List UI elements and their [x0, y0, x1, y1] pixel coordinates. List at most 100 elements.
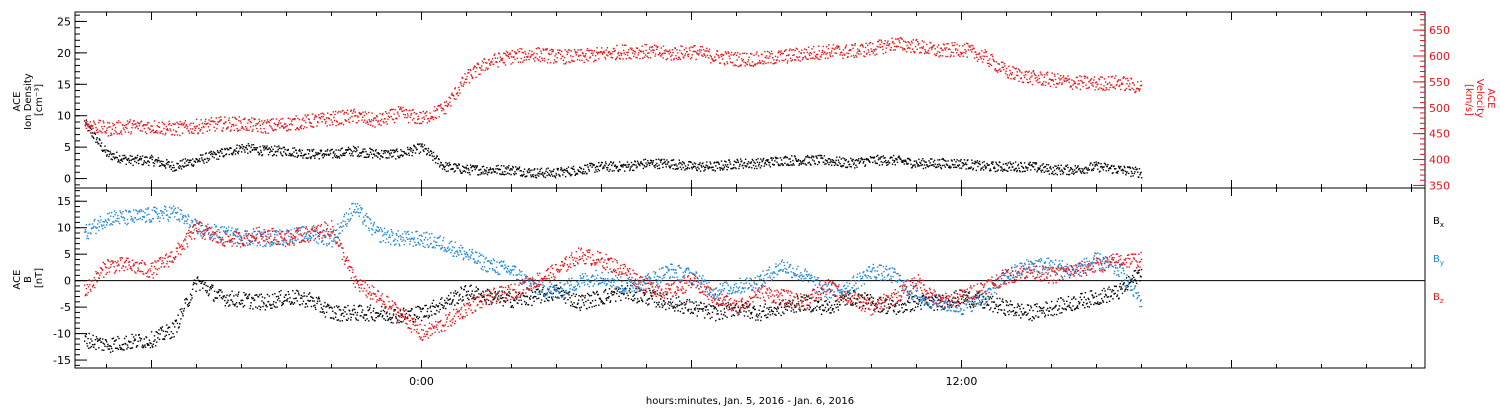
data-point [120, 131, 122, 134]
data-point [388, 157, 390, 159]
data-point [996, 69, 998, 72]
data-point [428, 120, 431, 123]
data-point [250, 302, 252, 304]
data-point [120, 130, 122, 132]
data-point [91, 125, 94, 127]
data-point [862, 46, 864, 48]
data-point [784, 155, 787, 158]
data-point [1133, 172, 1135, 175]
data-point [271, 293, 274, 296]
data-point [147, 343, 149, 345]
data-point [705, 166, 707, 168]
data-point [481, 301, 483, 303]
data-point [616, 166, 619, 168]
data-point [615, 288, 617, 290]
data-point [544, 300, 546, 302]
data-point [164, 134, 166, 136]
data-point [503, 174, 505, 176]
data-point [1098, 162, 1100, 164]
data-point [679, 58, 682, 60]
data-point [519, 61, 522, 63]
data-point [1054, 165, 1056, 167]
data-point [342, 124, 345, 126]
data-point [467, 69, 469, 71]
data-point [599, 51, 601, 54]
data-point [520, 299, 522, 301]
data-point [1071, 172, 1073, 174]
data-point [903, 163, 905, 165]
data-point [919, 161, 921, 164]
data-point [352, 110, 355, 112]
data-point [464, 78, 467, 80]
data-point [708, 51, 710, 53]
data-point [261, 154, 263, 157]
data-point [146, 124, 148, 126]
data-point [578, 54, 580, 57]
data-point [882, 161, 884, 164]
data-point [652, 161, 654, 164]
data-point [313, 118, 315, 120]
data-point [1136, 87, 1138, 89]
data-point [841, 166, 843, 168]
data-point [702, 55, 704, 57]
data-point [838, 156, 841, 158]
data-point [89, 121, 91, 123]
data-point [1077, 83, 1079, 85]
data-point [267, 148, 269, 150]
data-point [298, 129, 300, 131]
data-point [489, 169, 491, 171]
data-point [382, 112, 384, 115]
data-point [554, 61, 557, 63]
data-point [769, 161, 771, 164]
data-point [661, 163, 664, 165]
data-point [818, 50, 820, 52]
data-point [939, 51, 941, 54]
data-point [251, 144, 253, 146]
data-point [722, 164, 724, 166]
data-point [589, 56, 592, 58]
data-point [673, 57, 675, 60]
data-point [1139, 88, 1141, 90]
data-point [246, 129, 248, 131]
data-point [941, 55, 944, 57]
data-point [920, 51, 922, 54]
data-point [334, 316, 337, 318]
data-point [297, 290, 299, 292]
data-point [876, 45, 878, 48]
data-point [992, 58, 994, 60]
data-point [162, 330, 165, 332]
data-point [465, 294, 467, 297]
data-point [620, 54, 622, 56]
data-point [530, 54, 532, 56]
data-point [787, 60, 789, 62]
data-point [766, 57, 768, 59]
data-point [415, 316, 418, 319]
data-point [449, 101, 451, 103]
data-point [512, 306, 514, 309]
data-point [681, 303, 684, 305]
data-point [1040, 171, 1043, 173]
data-point [747, 59, 750, 61]
data-point [594, 171, 596, 173]
data-point [221, 152, 223, 154]
data-point [604, 165, 606, 167]
data-point [467, 167, 469, 170]
y-tick-label: 0 [64, 275, 71, 288]
data-point [109, 126, 111, 128]
data-point [849, 165, 851, 168]
data-point [165, 330, 167, 333]
data-point [172, 164, 175, 166]
data-point [519, 48, 521, 50]
data-point [681, 45, 683, 48]
data-point [1077, 80, 1080, 82]
data-point [138, 159, 140, 161]
data-point [925, 161, 927, 163]
data-point [1026, 81, 1029, 84]
data-point [1104, 81, 1107, 83]
data-point [608, 163, 611, 165]
data-point [193, 132, 195, 135]
data-point [555, 174, 558, 176]
data-point [702, 48, 705, 51]
data-point [189, 301, 191, 304]
data-point [208, 158, 211, 160]
